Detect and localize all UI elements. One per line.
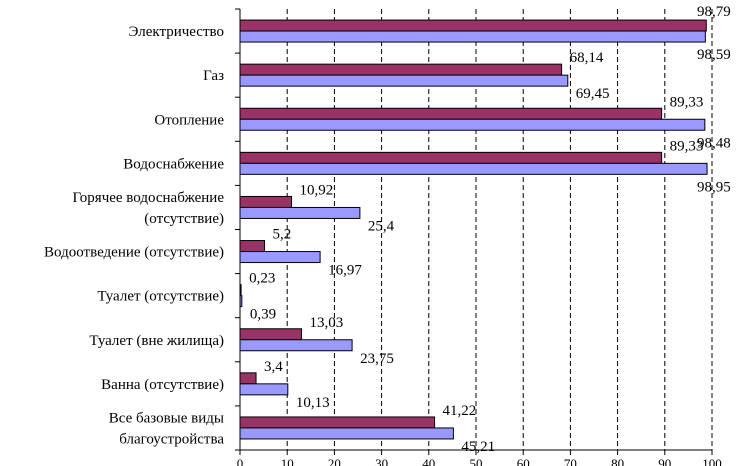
bar-series-2 (239, 383, 289, 396)
bar-series-2 (239, 251, 321, 264)
labels: Электричество 98,79 98,59 Газ 68,14 69,45 Отоп… (44, 4, 731, 455)
data-label-series-1: 89,33 (670, 138, 704, 154)
data-label-series-2: 69,45 (576, 86, 610, 102)
category-label: (отсутствие) (144, 211, 224, 227)
bar-series-2 (239, 339, 353, 352)
data-label-series-2: 25,4 (368, 218, 395, 234)
bars (239, 19, 708, 440)
x-tick-label: 60 (517, 456, 530, 466)
x-tick-label: 80 (611, 456, 624, 466)
category-label: Отопление (154, 112, 224, 128)
data-label-series-2: 98,95 (697, 179, 731, 195)
category-label: Электричество (129, 24, 224, 40)
bar-series-1 (239, 240, 266, 253)
bar-series-2 (239, 162, 708, 175)
x-tick-label: 40 (422, 456, 435, 466)
category-label: Горячее водоснабжение (72, 190, 224, 206)
category-label: Туалет (отсутствие) (97, 289, 224, 305)
data-label-series-1: 13,03 (310, 315, 344, 331)
bar-series-1 (239, 19, 707, 32)
category-label: Газ (203, 68, 224, 84)
bar-series-1 (239, 328, 303, 341)
category-label: Водоотведение (отсутствие) (44, 245, 224, 261)
bar-series-2 (239, 427, 454, 440)
category-label: Туалет (вне жилища) (89, 333, 224, 349)
bar-series-2 (239, 30, 706, 43)
category-label: Все базовые виды (109, 410, 224, 426)
data-label-series-2: 45,21 (461, 439, 495, 455)
data-label-series-2: 98,48 (697, 135, 731, 151)
category-label: Ванна (отсутствие) (101, 377, 224, 393)
axes: 0 10 20 30 40 50 60 70 80 90 100 (235, 8, 722, 466)
x-tick-label: 10 (281, 456, 294, 466)
x-tick-label: 50 (470, 456, 483, 466)
bar-series-1 (239, 416, 436, 429)
data-label-series-1: 41,22 (443, 403, 477, 419)
data-label-series-1: 68,14 (570, 50, 604, 66)
data-label-series-1: 5,2 (273, 227, 292, 243)
bar-series-2 (239, 74, 569, 87)
x-tick-label: 70 (564, 456, 577, 466)
x-tick-label: 90 (658, 456, 671, 466)
data-label-series-2: 10,13 (296, 395, 330, 411)
data-label-series-2: 0,39 (250, 307, 276, 323)
data-label-series-1: 89,33 (670, 94, 704, 110)
data-label-series-1: 98,79 (697, 4, 731, 20)
data-label-series-2: 23,75 (360, 351, 394, 367)
data-label-series-1: 3,4 (264, 359, 283, 375)
x-tick-label: 0 (237, 456, 244, 466)
bar-series-1 (239, 107, 663, 120)
data-label-series-1: 0,23 (249, 271, 275, 287)
x-tick-label: 100 (702, 456, 722, 466)
bar-series-1 (239, 63, 563, 76)
bar-series-1 (239, 151, 663, 164)
category-label: благоустройства (119, 431, 224, 447)
data-label-series-2: 98,59 (697, 47, 731, 63)
bar-series-1 (239, 195, 293, 208)
category-label: Водоснабжение (123, 156, 224, 172)
x-tick-label: 30 (375, 456, 388, 466)
bar-series-2 (239, 118, 706, 131)
data-label-series-2: 16,97 (328, 263, 362, 279)
data-label-series-1: 10,92 (300, 182, 334, 198)
bar-series-2 (239, 206, 361, 219)
bar-series-1 (239, 372, 257, 385)
x-tick-label: 20 (328, 456, 341, 466)
